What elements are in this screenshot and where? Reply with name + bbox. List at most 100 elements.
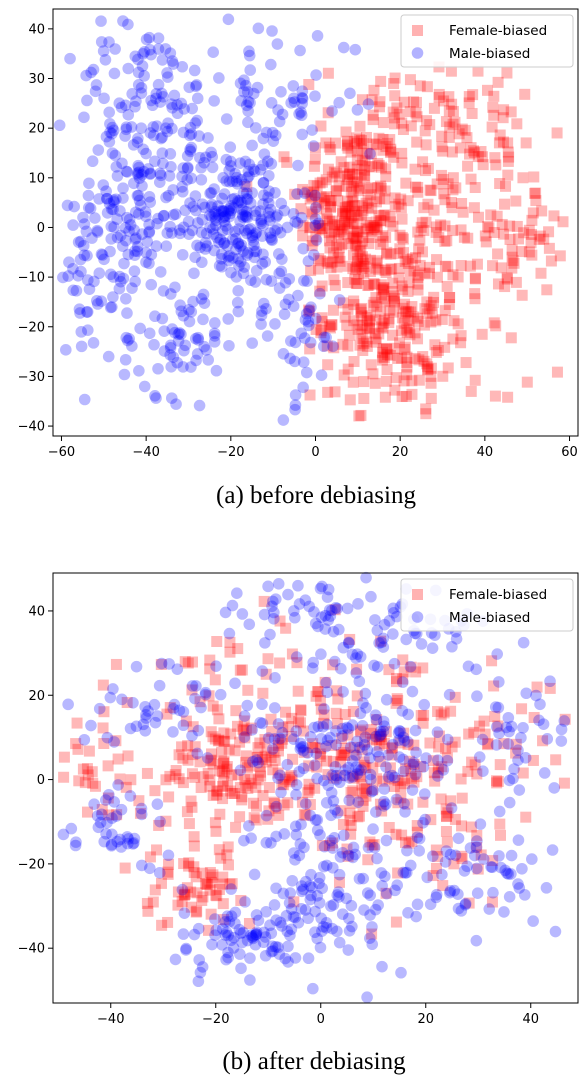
- female-point: [326, 215, 338, 227]
- male-point: [100, 185, 112, 197]
- male-point: [70, 284, 83, 297]
- male-point: [119, 130, 131, 142]
- female-point: [89, 780, 101, 792]
- female-point: [304, 389, 316, 401]
- male-point: [234, 948, 246, 960]
- male-point: [133, 194, 146, 207]
- male-point: [244, 197, 257, 210]
- female-point: [433, 741, 445, 753]
- female-point: [342, 260, 354, 272]
- male-point: [104, 268, 117, 281]
- male-point: [305, 889, 317, 902]
- male-point: [209, 212, 222, 224]
- male-point: [354, 707, 367, 720]
- female-point: [121, 697, 133, 709]
- male-point: [130, 660, 143, 673]
- male-point: [321, 718, 333, 731]
- female-point: [352, 210, 364, 222]
- female-point: [349, 206, 361, 218]
- female-point: [421, 81, 433, 93]
- female-point: [488, 90, 500, 102]
- female-point: [378, 352, 390, 364]
- male-point: [246, 187, 258, 199]
- female-point: [389, 192, 401, 204]
- female-point: [477, 159, 489, 171]
- female-point: [295, 704, 307, 716]
- male-point: [351, 768, 364, 780]
- female-point: [342, 363, 354, 375]
- male-point: [147, 121, 160, 133]
- female-point: [377, 775, 389, 787]
- legend-circle-marker: [411, 47, 424, 59]
- male-point: [310, 234, 323, 246]
- female-point: [203, 690, 215, 702]
- male-point: [293, 849, 306, 862]
- female-point: [502, 146, 514, 158]
- male-point: [269, 593, 282, 605]
- male-point: [185, 141, 198, 154]
- male-point: [320, 859, 333, 872]
- male-point: [199, 151, 212, 164]
- female-point: [530, 187, 542, 199]
- female-point: [384, 762, 396, 774]
- female-point: [371, 221, 383, 233]
- male-point: [401, 844, 413, 857]
- male-point: [342, 722, 355, 735]
- female-point: [363, 279, 375, 291]
- male-point: [265, 233, 278, 246]
- female-point: [364, 220, 376, 232]
- male-point: [240, 210, 252, 223]
- female-point: [300, 809, 312, 821]
- male-point: [323, 604, 336, 616]
- female-point: [325, 200, 337, 212]
- female-point: [342, 238, 354, 250]
- male-point: [337, 641, 350, 654]
- male-point: [346, 920, 358, 933]
- male-point: [138, 45, 151, 58]
- female-point: [417, 662, 429, 674]
- female-point: [356, 209, 368, 221]
- female-point: [495, 262, 507, 274]
- male-point: [327, 340, 339, 353]
- male-point: [108, 221, 120, 234]
- female-point: [456, 853, 468, 865]
- male-point: [270, 914, 283, 927]
- female-point: [188, 867, 200, 879]
- female-point: [417, 796, 429, 808]
- female-point: [506, 244, 518, 256]
- male-point: [255, 309, 268, 322]
- female-point: [348, 230, 360, 242]
- male-point: [299, 904, 312, 916]
- female-point: [314, 751, 326, 763]
- female-point: [443, 298, 455, 310]
- male-point: [432, 754, 444, 766]
- x-tick-label: −40: [97, 1012, 124, 1027]
- male-point: [296, 92, 309, 105]
- female-point: [276, 778, 288, 790]
- female-point: [371, 301, 383, 313]
- male-point: [163, 658, 175, 670]
- female-point: [327, 755, 339, 767]
- male-point: [491, 648, 504, 660]
- female-point: [459, 124, 471, 136]
- x-tick-label: 40: [477, 445, 494, 460]
- male-point: [409, 724, 422, 737]
- female-point: [267, 764, 279, 776]
- female-point: [240, 756, 252, 768]
- male-point: [302, 255, 315, 267]
- female-point: [272, 767, 284, 779]
- male-point: [400, 633, 413, 646]
- male-point: [284, 352, 296, 365]
- male-point: [214, 233, 227, 246]
- male-point: [236, 203, 248, 216]
- female-point: [383, 773, 395, 785]
- male-point: [257, 219, 269, 232]
- female-point: [350, 180, 362, 192]
- male-point: [255, 318, 267, 330]
- male-point: [252, 756, 265, 769]
- male-point: [146, 99, 159, 112]
- female-point: [404, 755, 416, 767]
- male-point: [238, 205, 250, 217]
- male-point: [237, 211, 249, 223]
- female-point: [421, 308, 433, 320]
